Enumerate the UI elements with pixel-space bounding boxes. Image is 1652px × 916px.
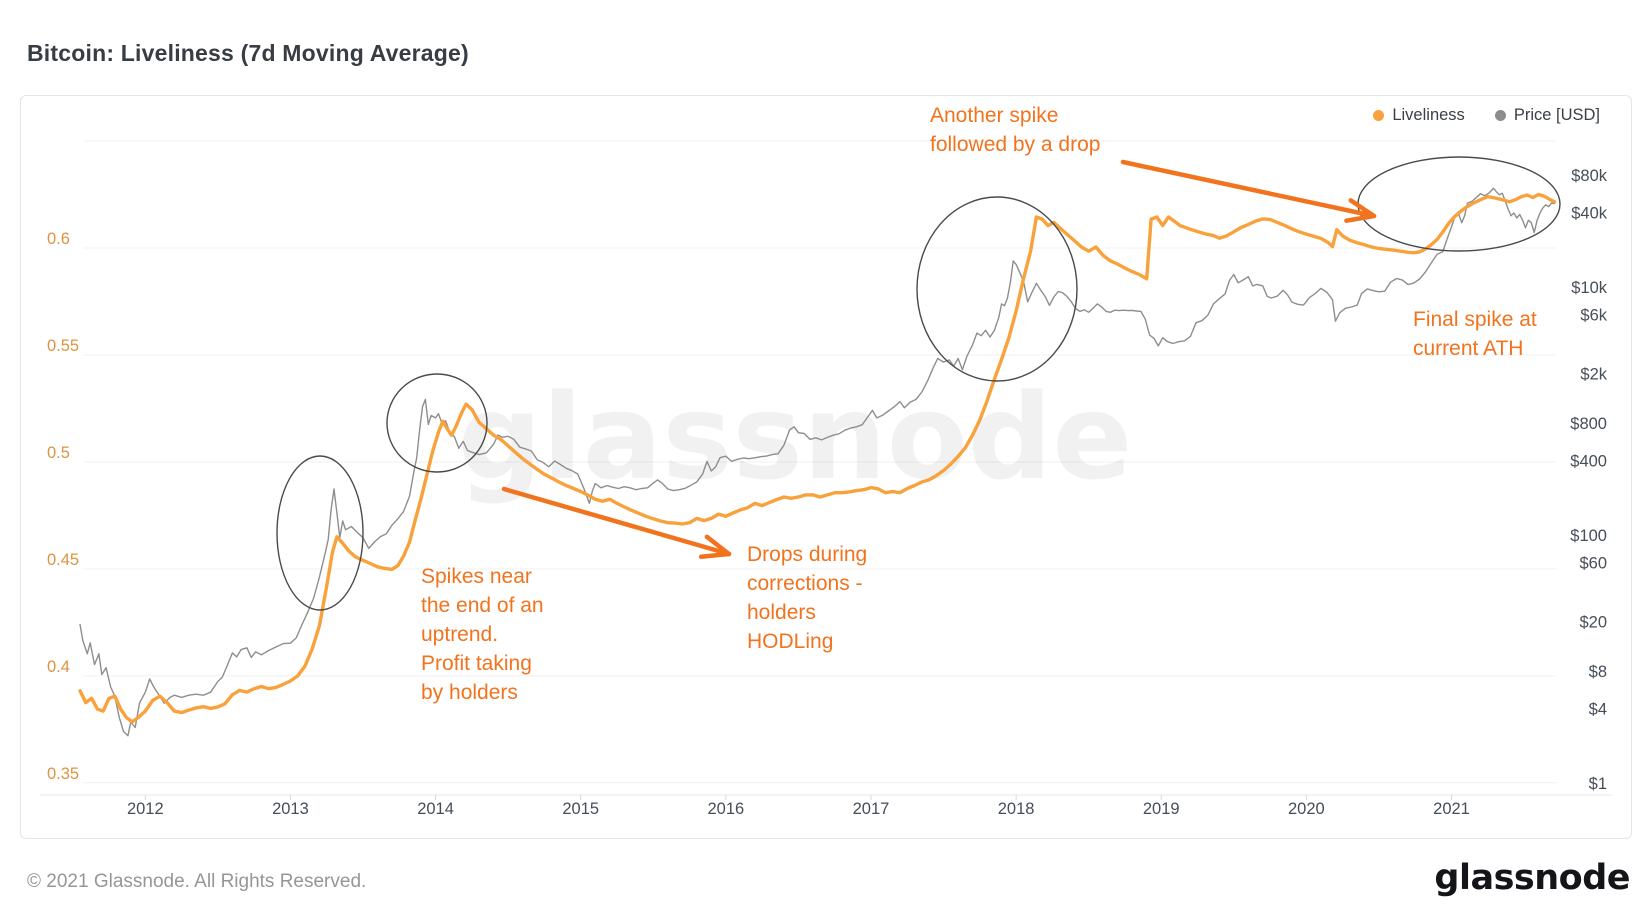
footer-copyright: © 2021 Glassnode. All Rights Reserved. <box>27 871 367 892</box>
page-title: Bitcoin: Liveliness (7d Moving Average) <box>27 40 469 67</box>
legend-label: Price [USD] <box>1513 106 1600 124</box>
chart-legend: Liveliness Price [USD] <box>1373 106 1600 125</box>
annotation-drops-during-corrections: Drops during corrections - holders HODLi… <box>747 543 868 653</box>
legend-item-liveliness[interactable]: Liveliness <box>1373 106 1465 125</box>
price-series-dot-icon <box>1494 110 1506 121</box>
legend-label: Liveliness <box>1392 106 1465 124</box>
annotation-final-spike: Final spike at current ATH <box>1413 308 1537 360</box>
glassnode-logo: glassnode <box>1434 858 1630 898</box>
annotation-spikes-near-uptrend: Spikes near the end of an uptrend. Profi… <box>421 565 544 704</box>
liveliness-series-dot-icon <box>1373 110 1385 121</box>
annotation-another-spike: Another spike followed by a drop <box>930 104 1101 156</box>
chart-card <box>20 95 1632 839</box>
legend-item-price[interactable]: Price [USD] <box>1494 106 1600 125</box>
